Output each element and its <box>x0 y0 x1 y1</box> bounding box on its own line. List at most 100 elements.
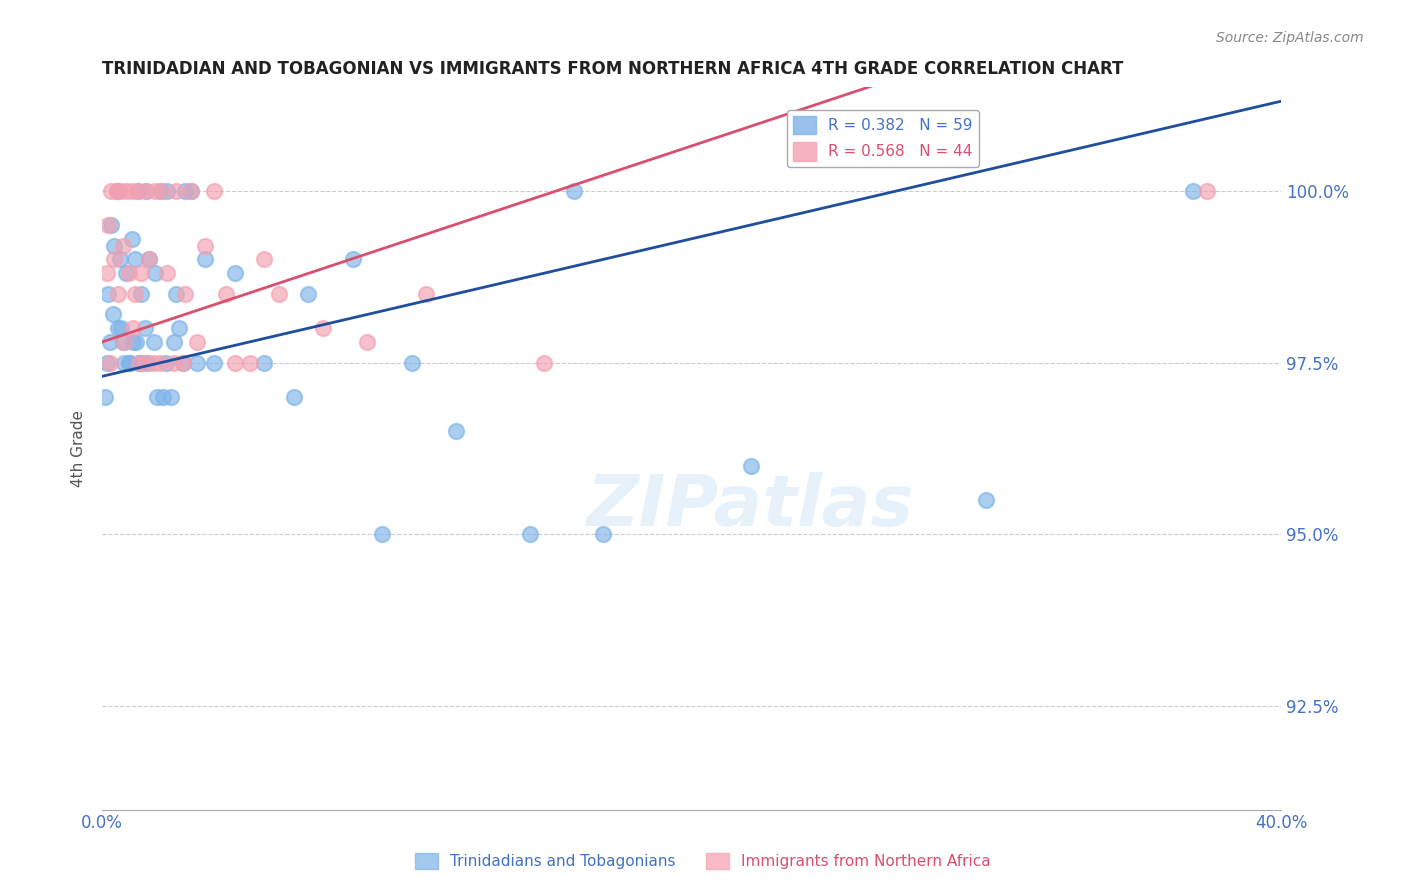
Point <box>152 390 174 404</box>
Point <box>165 286 187 301</box>
Point <box>122 334 145 349</box>
Point <box>186 334 208 349</box>
Point <box>103 238 125 252</box>
Point <box>172 355 194 369</box>
Point <box>253 252 276 267</box>
Text: TRINIDADIAN AND TOBAGONIAN VS IMMIGRANTS FROM NORTHERN AFRICA 4TH GRADE CORRELAT: TRINIDADIAN AND TOBAGONIAN VS IMMIGRANTS… <box>103 60 1123 78</box>
Point <box>120 355 142 369</box>
Point <box>124 286 146 301</box>
Point <box>173 184 195 198</box>
Point <box>150 184 173 198</box>
Point <box>142 334 165 349</box>
Point <box>112 355 135 369</box>
Y-axis label: 4th Grade: 4th Grade <box>72 410 86 487</box>
Point <box>129 266 152 280</box>
Point <box>121 232 143 246</box>
Point <box>1197 184 1219 198</box>
Point <box>173 286 195 301</box>
Point <box>267 286 290 301</box>
Point <box>180 184 202 198</box>
Point <box>297 286 319 301</box>
Point <box>105 184 128 198</box>
Point <box>519 527 541 541</box>
Point <box>194 238 217 252</box>
Point <box>415 286 437 301</box>
Point <box>107 286 129 301</box>
Point <box>145 390 167 404</box>
Point <box>160 390 183 404</box>
Point <box>155 355 177 369</box>
Point <box>401 355 423 369</box>
Point <box>283 390 305 404</box>
Point <box>592 527 614 541</box>
Point <box>312 321 335 335</box>
Point <box>134 355 156 369</box>
Point <box>136 355 159 369</box>
Point <box>156 184 179 198</box>
Point <box>156 266 179 280</box>
Point <box>224 355 246 369</box>
Point <box>138 252 160 267</box>
Point <box>110 321 132 335</box>
Point <box>107 321 129 335</box>
Point <box>114 266 136 280</box>
Point <box>135 184 157 198</box>
Point <box>740 458 762 473</box>
Point <box>127 184 149 198</box>
Point <box>100 218 122 232</box>
Point <box>100 184 122 198</box>
Point <box>371 527 394 541</box>
Point <box>143 184 166 198</box>
Point <box>342 252 364 267</box>
Point <box>96 355 118 369</box>
Point <box>101 307 124 321</box>
Point <box>122 321 145 335</box>
Point <box>1181 184 1204 198</box>
Point <box>112 334 135 349</box>
Point <box>97 286 120 301</box>
Point <box>356 334 378 349</box>
Point <box>143 266 166 280</box>
Point <box>135 184 157 198</box>
Point <box>94 390 117 404</box>
Point <box>111 238 134 252</box>
Point <box>180 184 202 198</box>
Legend: Trinidadians and Tobagonians, Immigrants from Northern Africa: Trinidadians and Tobagonians, Immigrants… <box>409 847 997 875</box>
Point <box>533 355 555 369</box>
Point <box>562 184 585 198</box>
Point <box>114 184 136 198</box>
Point <box>121 184 143 198</box>
Point <box>253 355 276 369</box>
Point <box>118 266 141 280</box>
Point <box>974 493 997 508</box>
Point <box>238 355 260 369</box>
Point <box>108 184 131 198</box>
Point <box>118 355 141 369</box>
Point <box>103 252 125 267</box>
Point <box>202 184 225 198</box>
Point <box>165 184 187 198</box>
Point <box>149 355 172 369</box>
Point <box>129 286 152 301</box>
Point <box>163 334 186 349</box>
Point <box>150 184 173 198</box>
Text: Source: ZipAtlas.com: Source: ZipAtlas.com <box>1216 31 1364 45</box>
Point <box>142 355 165 369</box>
Point <box>128 355 150 369</box>
Point <box>124 252 146 267</box>
Point <box>96 266 118 280</box>
Point <box>215 286 238 301</box>
Point <box>128 355 150 369</box>
Point <box>172 355 194 369</box>
Point <box>186 355 208 369</box>
Legend: R = 0.382   N = 59, R = 0.568   N = 44: R = 0.382 N = 59, R = 0.568 N = 44 <box>787 110 979 167</box>
Point <box>444 425 467 439</box>
Point <box>138 252 160 267</box>
Point <box>111 334 134 349</box>
Point <box>131 355 153 369</box>
Point <box>98 334 121 349</box>
Point <box>108 252 131 267</box>
Point <box>224 266 246 280</box>
Point <box>202 355 225 369</box>
Point <box>167 321 190 335</box>
